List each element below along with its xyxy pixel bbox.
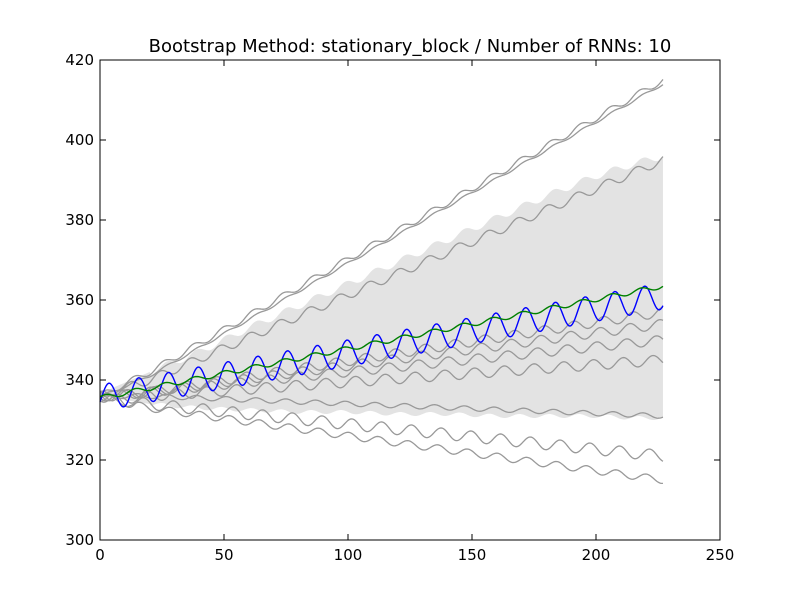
rnn-line-4 xyxy=(99,306,664,402)
axes: 0 50 100 150 200 250 300 320 340 360 380 400 420 xyxy=(65,51,734,564)
x-tick-label: 150 xyxy=(458,546,487,564)
y-tick-label: 300 xyxy=(65,531,94,549)
y-tick-label: 420 xyxy=(65,51,94,69)
rnn-line-3 xyxy=(99,156,664,397)
rnn-line-10 xyxy=(99,392,664,419)
actual-series-line xyxy=(99,285,664,408)
x-tick-label: 0 xyxy=(95,546,105,564)
rnn-line-6 xyxy=(99,335,664,402)
plot-area xyxy=(99,79,664,485)
x-tick-label: 200 xyxy=(582,546,611,564)
y-tick-label: 380 xyxy=(65,211,94,229)
x-tick-label: 100 xyxy=(334,546,363,564)
y-tick-label: 340 xyxy=(65,371,94,389)
y-tick-label: 400 xyxy=(65,131,94,149)
confidence-band xyxy=(100,157,663,420)
x-tick-label: 50 xyxy=(214,546,233,564)
rnn-line-2 xyxy=(99,79,664,395)
mean-series-line xyxy=(99,285,664,398)
y-tick-label: 360 xyxy=(65,291,94,309)
y-tick-label: 320 xyxy=(65,451,94,469)
rnn-line-8 xyxy=(99,393,664,462)
rnn-line-1 xyxy=(99,84,664,397)
rnn-line-5 xyxy=(99,318,664,402)
chart-title: Bootstrap Method: stationary_block / Num… xyxy=(149,36,672,57)
x-tick-label: 250 xyxy=(706,546,735,564)
rnn-line-7 xyxy=(99,354,664,404)
rnn-line-9 xyxy=(99,394,663,485)
